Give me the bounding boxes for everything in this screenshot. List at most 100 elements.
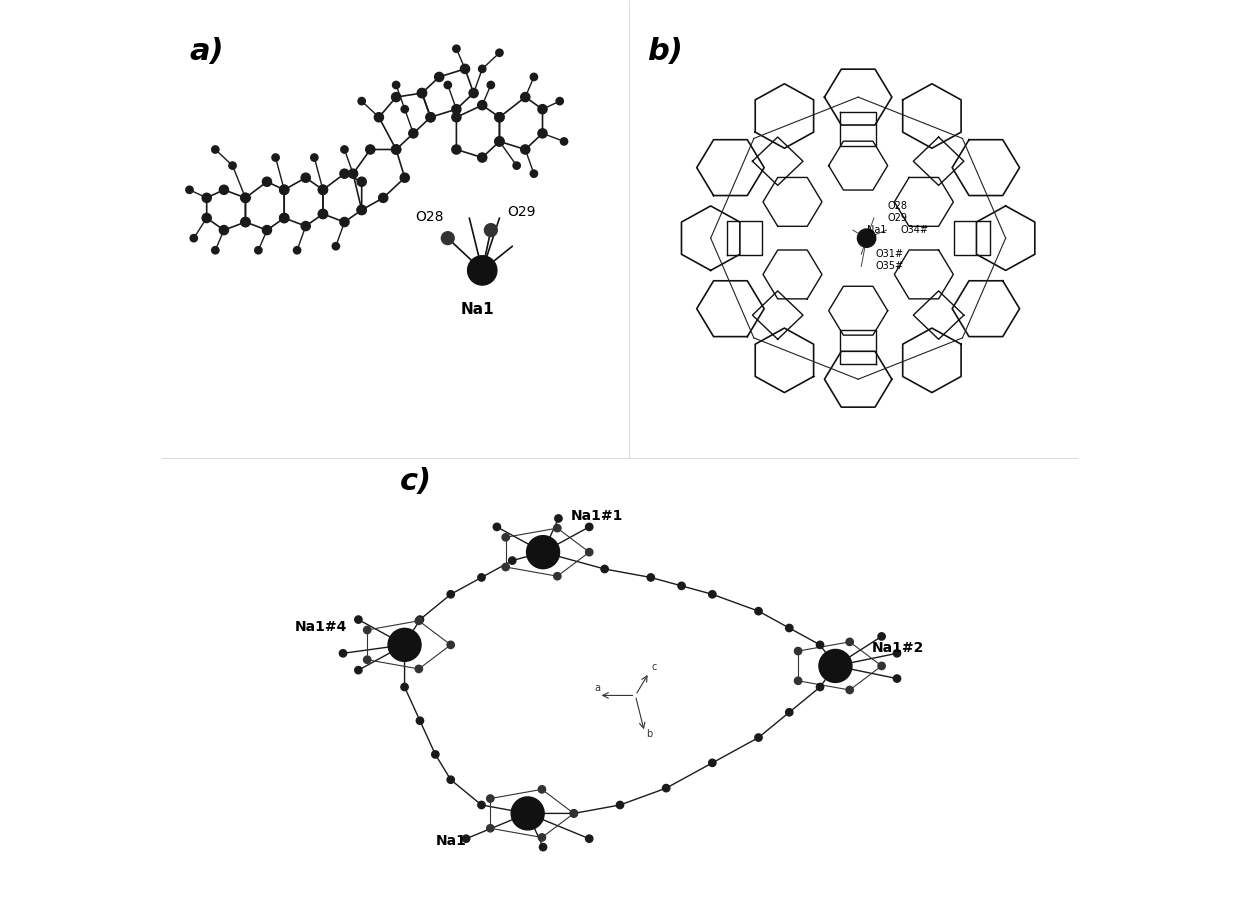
Circle shape xyxy=(709,759,715,767)
Text: c): c) xyxy=(401,467,433,496)
Circle shape xyxy=(241,193,250,202)
Circle shape xyxy=(448,776,454,783)
Circle shape xyxy=(432,751,439,758)
Circle shape xyxy=(374,113,383,122)
Circle shape xyxy=(647,573,655,581)
Circle shape xyxy=(388,628,422,661)
Text: a: a xyxy=(594,682,600,692)
Circle shape xyxy=(444,82,451,89)
Circle shape xyxy=(570,810,578,817)
Circle shape xyxy=(521,93,529,102)
Circle shape xyxy=(495,136,503,146)
Circle shape xyxy=(477,101,487,110)
Circle shape xyxy=(601,565,609,572)
Circle shape xyxy=(755,607,763,615)
Circle shape xyxy=(363,627,371,634)
Text: Na1: Na1 xyxy=(461,302,495,318)
Circle shape xyxy=(279,185,289,194)
Circle shape xyxy=(560,137,568,145)
Circle shape xyxy=(263,177,272,186)
Circle shape xyxy=(301,222,310,231)
Circle shape xyxy=(401,173,409,182)
Circle shape xyxy=(570,810,578,817)
Circle shape xyxy=(832,662,839,670)
Circle shape xyxy=(893,675,900,682)
Text: O31#: O31# xyxy=(875,249,903,259)
Circle shape xyxy=(585,523,593,530)
Circle shape xyxy=(340,649,347,657)
Circle shape xyxy=(846,638,853,646)
Circle shape xyxy=(417,717,424,725)
Circle shape xyxy=(392,145,401,154)
Circle shape xyxy=(451,104,461,114)
Circle shape xyxy=(415,665,423,672)
Circle shape xyxy=(401,641,408,649)
Circle shape xyxy=(556,97,563,104)
Circle shape xyxy=(539,844,547,851)
Circle shape xyxy=(538,129,547,138)
Circle shape xyxy=(363,656,371,663)
Circle shape xyxy=(495,136,503,146)
Circle shape xyxy=(755,734,763,741)
Text: O28: O28 xyxy=(415,211,444,224)
Circle shape xyxy=(539,549,547,556)
Circle shape xyxy=(366,145,374,154)
Circle shape xyxy=(893,649,900,657)
Circle shape xyxy=(538,834,546,841)
Circle shape xyxy=(294,246,301,254)
Circle shape xyxy=(254,246,262,254)
Text: Na1#4: Na1#4 xyxy=(295,619,347,634)
Circle shape xyxy=(392,145,401,154)
Circle shape xyxy=(340,169,348,179)
Circle shape xyxy=(279,213,289,223)
Circle shape xyxy=(451,145,461,154)
Circle shape xyxy=(477,573,485,581)
Circle shape xyxy=(212,146,219,153)
Circle shape xyxy=(502,563,510,571)
Circle shape xyxy=(538,104,547,114)
Circle shape xyxy=(521,145,529,154)
Circle shape xyxy=(348,169,357,179)
Circle shape xyxy=(355,667,362,674)
Circle shape xyxy=(486,795,494,802)
Circle shape xyxy=(495,113,503,122)
Circle shape xyxy=(319,210,327,219)
Text: O35#: O35# xyxy=(875,261,903,271)
Circle shape xyxy=(816,683,823,691)
Text: Na1: Na1 xyxy=(867,225,887,235)
Circle shape xyxy=(212,246,219,254)
Circle shape xyxy=(279,185,289,194)
Circle shape xyxy=(434,72,444,82)
Circle shape xyxy=(311,154,317,161)
Circle shape xyxy=(460,64,470,73)
Circle shape xyxy=(463,835,470,843)
Text: b): b) xyxy=(647,37,683,66)
Circle shape xyxy=(415,617,423,625)
Circle shape xyxy=(357,205,366,214)
Circle shape xyxy=(451,113,461,122)
Circle shape xyxy=(479,65,486,72)
Circle shape xyxy=(485,224,497,236)
Circle shape xyxy=(662,784,670,791)
Circle shape xyxy=(508,557,516,564)
Circle shape xyxy=(241,193,250,202)
Circle shape xyxy=(538,786,546,793)
Circle shape xyxy=(229,162,236,169)
Text: O34#: O34# xyxy=(900,225,929,235)
Circle shape xyxy=(441,232,454,245)
Circle shape xyxy=(202,193,211,202)
Circle shape xyxy=(816,641,823,649)
Circle shape xyxy=(878,662,885,670)
Circle shape xyxy=(186,186,193,193)
Circle shape xyxy=(477,153,487,162)
Circle shape xyxy=(448,591,454,598)
Circle shape xyxy=(409,129,418,138)
Text: O28: O28 xyxy=(888,201,908,211)
Circle shape xyxy=(357,177,366,186)
Circle shape xyxy=(709,591,715,598)
Circle shape xyxy=(448,641,454,649)
Circle shape xyxy=(527,536,559,569)
Circle shape xyxy=(857,229,875,247)
Circle shape xyxy=(553,572,560,580)
Circle shape xyxy=(319,185,327,194)
